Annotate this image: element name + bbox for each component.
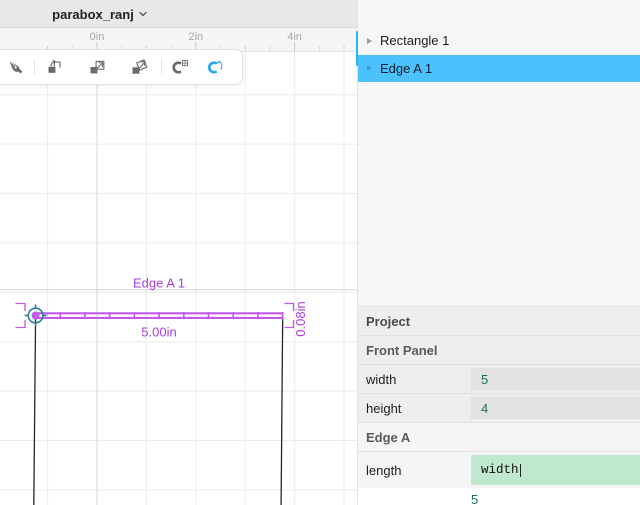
svg-text:5.00in: 5.00in xyxy=(141,325,176,340)
svg-text:4in: 4in xyxy=(287,31,302,43)
svg-text:0.08in: 0.08in xyxy=(293,301,308,336)
svg-text:0in: 0in xyxy=(90,31,105,43)
svg-text:2in: 2in xyxy=(188,31,203,43)
svg-text:Edge A 1: Edge A 1 xyxy=(133,276,185,291)
